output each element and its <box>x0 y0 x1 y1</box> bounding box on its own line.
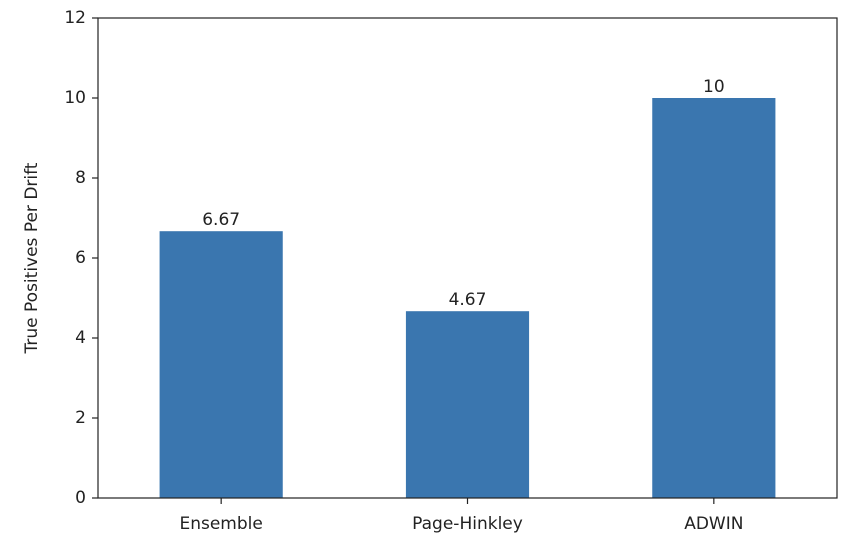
y-tick-label: 12 <box>64 8 86 28</box>
bar <box>652 98 776 498</box>
bar <box>159 231 283 498</box>
x-tick-label: Page-Hinkley <box>412 514 523 534</box>
bar <box>405 311 530 498</box>
data-label: 4.67 <box>449 290 487 310</box>
x-tick-label: ADWIN <box>684 514 743 534</box>
plot-frame <box>97 17 838 499</box>
data-label: 6.67 <box>202 210 240 230</box>
x-tick-label: Ensemble <box>179 514 262 534</box>
y-tick-label: 4 <box>75 328 86 348</box>
y-tick-label: 0 <box>75 488 86 508</box>
y-tick-label: 2 <box>75 408 86 428</box>
data-label: 10 <box>703 77 725 97</box>
y-tick-label: 6 <box>75 248 86 268</box>
y-tick-label: 8 <box>75 168 86 188</box>
y-tick-label: 10 <box>64 88 86 108</box>
y-axis-label: True Positives Per Drift <box>22 162 42 354</box>
